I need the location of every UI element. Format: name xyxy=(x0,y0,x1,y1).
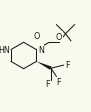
Text: N: N xyxy=(38,46,44,55)
Text: F: F xyxy=(56,78,61,87)
Text: O: O xyxy=(34,32,40,41)
Text: HN: HN xyxy=(0,46,10,55)
Polygon shape xyxy=(36,62,52,70)
Text: O: O xyxy=(56,33,62,42)
Text: F: F xyxy=(45,79,50,88)
Text: F: F xyxy=(66,61,70,69)
